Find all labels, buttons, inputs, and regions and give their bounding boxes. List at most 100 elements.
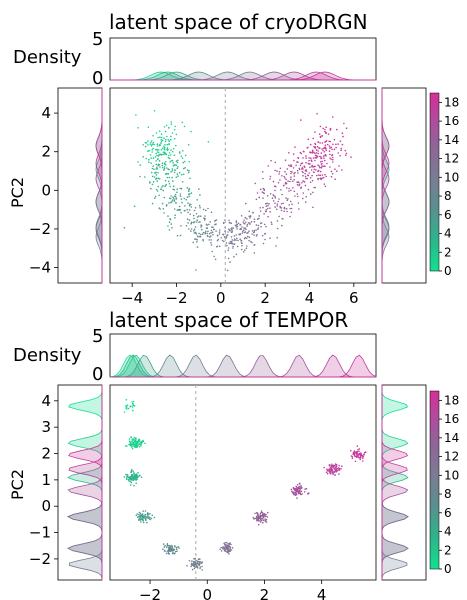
scatter-point <box>266 195 269 197</box>
scatter-point <box>311 160 313 162</box>
scatter-point <box>335 469 337 472</box>
scatter-point <box>300 493 302 496</box>
scatter-point <box>199 233 202 236</box>
scatter-point <box>331 468 333 471</box>
left-density-curves <box>67 385 103 581</box>
right-density-frame <box>381 87 427 284</box>
scatter-point <box>170 138 172 141</box>
scatter-point <box>321 162 323 165</box>
scatter-point <box>277 181 280 184</box>
colorbar-tick-label: 16 <box>444 412 459 426</box>
scatter-point <box>299 488 301 491</box>
scatter-point <box>186 196 189 198</box>
scatter-point <box>152 147 154 150</box>
scatter-point <box>276 170 278 172</box>
scatter-point <box>283 206 286 209</box>
scatter-point <box>325 471 328 474</box>
scatter-point <box>244 249 246 251</box>
scatter-point <box>175 548 178 550</box>
scatter-point <box>227 257 230 260</box>
scatter-point <box>285 182 287 185</box>
scatter-point <box>163 212 165 214</box>
scatter-point <box>164 544 166 547</box>
scatter-point <box>338 467 340 470</box>
y-tick-label: 4 <box>41 392 51 410</box>
scatter-point <box>165 546 168 548</box>
scatter-point <box>171 176 173 179</box>
scatter-point <box>126 478 128 481</box>
scatter-point <box>331 173 334 175</box>
scatter-point <box>288 152 290 154</box>
scatter-point <box>316 174 318 177</box>
scatter-point <box>263 192 266 195</box>
scatter-point <box>290 170 292 173</box>
scatter-point <box>134 477 137 480</box>
colorbar-tick-label: 2 <box>444 543 452 557</box>
scatter-point <box>198 232 200 235</box>
scatter-point <box>286 210 288 213</box>
scatter-point <box>240 248 243 251</box>
scatter-point <box>242 221 245 223</box>
scatter-point <box>187 211 189 214</box>
scatter-point <box>297 487 299 490</box>
scatter-point <box>353 453 356 456</box>
scatter-point <box>324 130 326 133</box>
scatter-point <box>165 552 168 555</box>
scatter-point <box>322 149 324 152</box>
scatter-point <box>198 560 201 563</box>
scatter-point <box>263 515 265 517</box>
scatter-point <box>229 229 231 232</box>
scatter-point <box>256 519 258 522</box>
scatter-point <box>138 511 141 514</box>
scatter-point <box>278 215 280 218</box>
colorbar-tick-label: 14 <box>444 431 459 445</box>
scatter-point <box>158 160 161 162</box>
scatter-point <box>167 215 169 217</box>
scatter-point <box>126 475 128 478</box>
scatter-point <box>167 139 169 141</box>
scatter-point <box>249 222 251 224</box>
scatter-point <box>231 239 233 241</box>
scatter-point <box>358 448 361 450</box>
scatter-point <box>163 166 166 168</box>
scatter-point <box>223 221 225 224</box>
scatter-point <box>152 141 155 144</box>
scatter-point <box>206 227 208 229</box>
scatter-point <box>205 230 207 233</box>
scatter-point <box>290 178 292 180</box>
scatter-point <box>158 155 160 157</box>
scatter-point <box>131 441 133 443</box>
scatter-point <box>133 405 136 407</box>
scatter-point <box>220 546 222 549</box>
scatter-point <box>276 205 279 207</box>
scatter-point <box>135 473 137 476</box>
scatter-point <box>293 487 296 490</box>
scatter-point <box>255 224 258 226</box>
scatter-point <box>197 563 200 565</box>
scatter-point <box>225 541 228 544</box>
scatter-point <box>281 217 284 220</box>
scatter-point <box>337 143 340 145</box>
scatter-point <box>207 235 209 238</box>
scatter-point <box>156 149 159 151</box>
scatter-point <box>244 216 246 219</box>
scatter-point <box>295 164 297 167</box>
scatter-point <box>249 217 251 219</box>
scatter-point <box>144 515 146 517</box>
scatter-point <box>229 261 231 263</box>
scatter-point <box>137 471 139 474</box>
scatter-point <box>209 236 211 238</box>
scatter-point <box>290 211 293 214</box>
scatter-point <box>304 184 307 187</box>
scatter-point <box>168 544 170 547</box>
scatter-point <box>289 180 291 183</box>
scatter-point <box>182 161 185 164</box>
scatter-point <box>355 452 357 455</box>
scatter-point <box>227 550 230 553</box>
scatter-point <box>142 156 144 158</box>
scatter-point <box>165 183 167 186</box>
scatter-point <box>244 231 247 233</box>
scatter-point <box>158 194 160 197</box>
scatter-point <box>255 518 258 521</box>
scatter-point <box>328 464 331 466</box>
